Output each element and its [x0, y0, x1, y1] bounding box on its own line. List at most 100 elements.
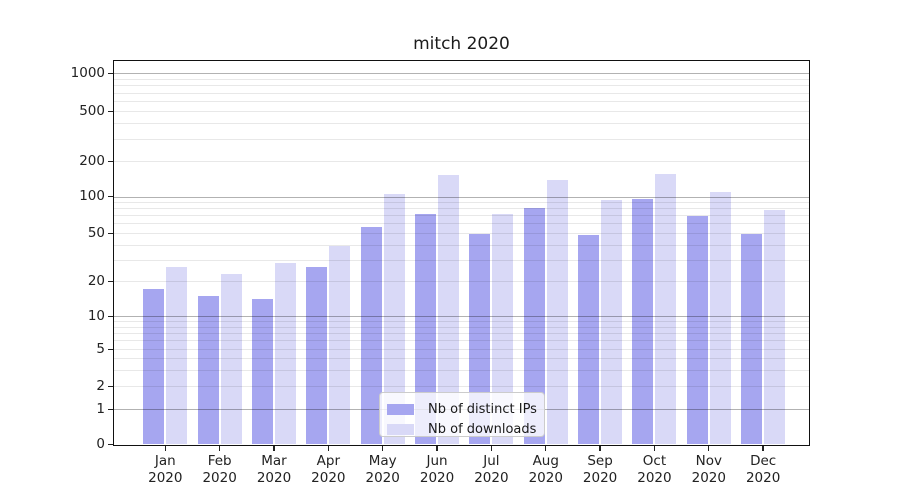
grid-line-minor — [114, 340, 809, 342]
y-axis-tick-mark — [108, 110, 113, 112]
y-axis-tick-mark — [108, 408, 113, 410]
x-axis-tick-label-year: 2020 — [256, 469, 292, 486]
grid-line-minor — [114, 78, 809, 80]
y-axis-tick-label: 50 — [87, 224, 105, 241]
legend-swatch-downloads — [387, 423, 414, 435]
grid-line-minor — [114, 326, 809, 328]
x-axis-tick-label-year: 2020 — [365, 469, 400, 486]
grid-line-minor — [114, 208, 809, 210]
grid-line-minor — [114, 233, 809, 234]
grid-line-minor — [114, 369, 809, 371]
x-axis-tick-label: Jun 2020 — [410, 453, 464, 487]
x-axis-tick-label: Apr 2020 — [301, 453, 355, 487]
x-axis-tick-mark — [436, 445, 438, 451]
bar-distinct-ips — [197, 295, 219, 445]
legend-label-downloads: Nb of downloads — [428, 421, 537, 437]
bar-downloads — [329, 246, 351, 445]
grid-line-minor — [114, 358, 809, 359]
x-axis-tick-label-year: 2020 — [148, 469, 183, 486]
legend-row-downloads: Nb of downloads — [387, 419, 536, 439]
y-axis-tick-label: 1 — [96, 400, 105, 417]
bar-distinct-ips — [143, 289, 165, 445]
grid-line-major — [114, 316, 809, 317]
grid-line-major — [114, 196, 809, 198]
x-axis-tick-mark — [327, 445, 330, 451]
grid-line-minor — [114, 332, 809, 334]
y-axis-tick-mark — [108, 280, 113, 282]
grid-line-minor — [114, 215, 809, 217]
x-axis-tick-label: Oct 2020 — [627, 453, 681, 487]
x-axis-tick-mark — [653, 445, 656, 451]
y-axis-tick-label: 500 — [79, 102, 105, 119]
bar-downloads — [492, 213, 514, 445]
bar-downloads — [275, 263, 296, 445]
x-axis-tick-label-year: 2020 — [311, 469, 346, 486]
bar-distinct-ips — [415, 213, 437, 445]
bar-downloads — [655, 174, 677, 445]
x-axis-tick-mark — [599, 445, 601, 451]
y-axis-tick-label: 2 — [96, 377, 105, 394]
bar-downloads — [220, 273, 242, 445]
y-axis-tick-label: 10 — [87, 307, 105, 324]
legend-swatch-distinct-ips — [387, 403, 414, 415]
x-axis-tick-label: Feb 2020 — [193, 453, 247, 487]
x-axis-tick-label-year: 2020 — [637, 469, 672, 486]
bar-distinct-ips — [360, 227, 382, 445]
y-axis-tick-mark — [108, 444, 113, 446]
grid-line-minor — [114, 321, 809, 323]
y-axis-tick-mark — [108, 232, 113, 234]
y-axis-tick-mark — [108, 315, 113, 317]
y-axis-tick-mark — [108, 196, 113, 198]
y-axis-tick-mark — [108, 385, 113, 387]
x-axis-tick-mark — [273, 445, 275, 451]
x-axis-tick-mark — [490, 445, 493, 451]
x-axis-tick-label: Jul 2020 — [464, 453, 518, 487]
grid-line-minor — [114, 281, 809, 282]
grid-line-minor — [114, 244, 809, 246]
y-axis-tick-mark — [108, 160, 113, 162]
bar-distinct-ips — [252, 299, 273, 445]
legend: Nb of distinct IPs Nb of downloads — [379, 392, 545, 437]
y-axis-tick-mark — [108, 348, 113, 350]
x-axis-tick-label: Mar 2020 — [247, 453, 301, 487]
y-axis-tick-label: 20 — [87, 272, 105, 289]
bar-distinct-ips — [686, 216, 708, 445]
plot-area-border — [113, 60, 810, 446]
bar-downloads — [166, 267, 188, 445]
x-axis-tick-mark — [545, 445, 547, 451]
y-axis-tick-label: 5 — [96, 340, 105, 357]
x-axis-tick-label: Aug 2020 — [519, 453, 573, 487]
bar-distinct-ips — [741, 234, 763, 445]
grid-line-major — [114, 73, 809, 74]
x-axis-tick-label-year: 2020 — [474, 469, 509, 486]
x-axis-tick-label-year: 2020 — [528, 469, 563, 486]
grid-line-minor — [114, 123, 809, 125]
grid-line-minor — [114, 349, 809, 350]
grid-line-minor — [114, 161, 809, 162]
x-axis-tick-label-year: 2020 — [691, 469, 726, 486]
grid-line-minor — [114, 101, 809, 102]
x-axis-tick-label: Sep 2020 — [573, 453, 627, 487]
x-axis-tick-label-year: 2020 — [202, 469, 237, 486]
y-axis-tick-mark — [108, 72, 113, 74]
x-axis-tick-label: May 2020 — [356, 453, 410, 487]
grid-line-minor — [114, 259, 809, 261]
bar-distinct-ips — [306, 267, 328, 445]
x-axis-tick-label: Nov 2020 — [682, 453, 736, 487]
x-axis-tick-mark — [762, 445, 764, 451]
x-axis-tick-label: Dec 2020 — [736, 453, 790, 487]
bar-distinct-ips — [523, 208, 545, 445]
grid-line-minor — [114, 386, 809, 387]
x-axis-tick-mark — [382, 445, 384, 451]
y-axis-tick-label: 100 — [79, 188, 105, 204]
bar-downloads — [383, 193, 405, 445]
grid-line-minor — [114, 92, 809, 94]
legend-row-distinct-ips: Nb of distinct IPs — [387, 399, 537, 419]
bar-distinct-ips — [469, 234, 491, 445]
bar-downloads — [764, 210, 786, 445]
bar-downloads — [601, 199, 623, 445]
bar-downloads — [438, 174, 460, 445]
grid-line-minor — [114, 138, 809, 140]
x-axis-tick-mark — [708, 445, 710, 451]
